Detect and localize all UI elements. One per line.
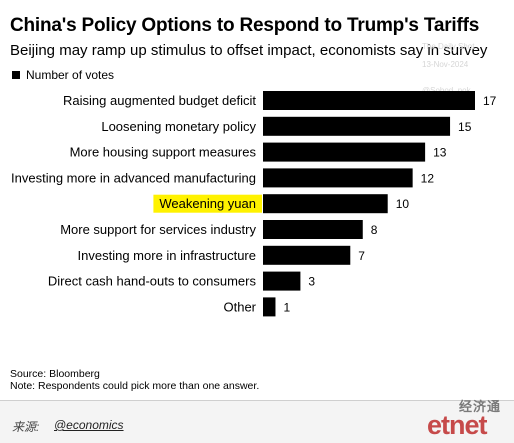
category-label-raising-augmented-budget-deficit: Raising augmented budget deficit [63,93,256,108]
bar-weakening-yuan [263,194,388,214]
value-label-weakening-yuan: 10 [396,197,410,211]
bar-other [263,297,276,317]
bar-direct-cash-hand-outs-to-consumers [263,271,301,291]
value-label-more-housing-support-measures: 13 [433,146,447,160]
bar-chart: Raising augmented budget deficit 17Loosen… [11,91,497,317]
value-label-investing-more-in-advanced-manufacturing: 12 [421,171,435,185]
value-label-direct-cash-hand-outs-to-consumers: 3 [308,275,315,289]
legend-label: Number of votes [26,68,115,82]
watermark-line-1: The Daily Shot [422,42,475,51]
category-label-other: Other [223,299,256,314]
bar-investing-more-in-infrastructure [263,245,351,265]
category-label-investing-more-in-infrastructure: Investing more in infrastructure [78,248,256,263]
footer-divider [0,400,514,401]
value-label-loosening-monetary-policy: 15 [458,120,472,134]
credit-link[interactable]: @economics [54,418,124,432]
etnet-logo: etnet [427,410,488,440]
highlight-weakening-yuan [153,194,262,213]
category-label-loosening-monetary-policy: Loosening monetary policy [101,119,256,134]
category-label-direct-cash-hand-outs-to-consumers: Direct cash hand-outs to consumers [48,274,257,289]
bar-more-housing-support-measures [263,142,426,162]
value-label-more-support-for-services-industry: 8 [371,223,378,237]
bar-raising-augmented-budget-deficit [263,91,475,110]
legend: Number of votes [12,68,114,82]
credit-label: 来源: [12,420,40,434]
chart-subtitle: Beijing may ramp up stimulus to offset i… [10,42,488,59]
chart-title: China's Policy Options to Respond to Tru… [10,15,480,36]
category-label-more-housing-support-measures: More housing support measures [70,145,257,160]
value-label-raising-augmented-budget-deficit: 17 [483,94,497,108]
brand-name-chinese: 经济通 [459,399,502,414]
category-label-investing-more-in-advanced-manufacturing: Investing more in advanced manufacturing [11,170,256,185]
category-label-more-support-for-services-industry: More support for services industry [60,222,256,237]
value-label-other: 1 [283,300,290,314]
bar-investing-more-in-advanced-manufacturing [263,168,413,188]
chart-note: Note: Respondents could pick more than o… [10,380,260,392]
value-label-investing-more-in-infrastructure: 7 [358,249,365,263]
chart-source: Source: Bloomberg [10,368,100,380]
watermark-line-3: @Sobod_nok [422,86,471,95]
bar-loosening-monetary-policy [263,116,451,136]
chart-card: China's Policy Options to Respond to Tru… [10,15,497,392]
watermark-line-2: 13-Nov-2024 [422,60,469,69]
bar-more-support-for-services-industry [263,220,363,239]
category-label-weakening-yuan: Weakening yuan [159,196,256,211]
footer: 来源: @economics 经济通 etnet [0,399,514,443]
legend-swatch [12,71,20,79]
